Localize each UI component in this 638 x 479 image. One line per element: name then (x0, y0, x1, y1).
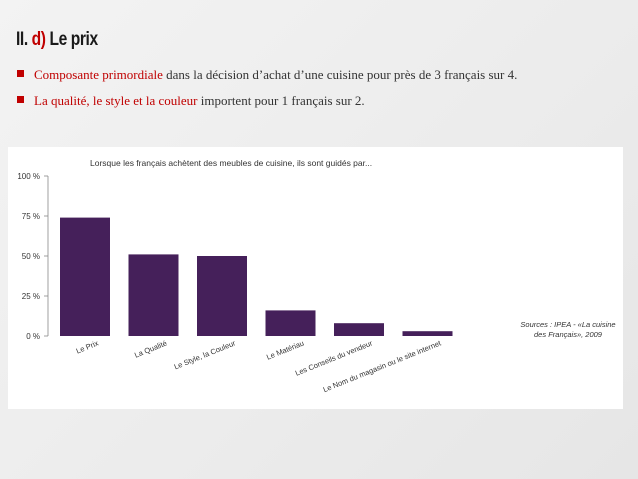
bullet-text: importent pour 1 français sur 2. (197, 93, 365, 108)
bullet-item: Composante primordiale dans la décision … (16, 66, 616, 83)
y-tick-label: 25 % (22, 292, 40, 301)
bullet-highlight: La qualité, le style et la couleur (34, 93, 198, 108)
bullet-square-icon (17, 96, 24, 103)
x-tick-label: Le Style, la Couleur (173, 338, 238, 371)
y-tick-label: 50 % (22, 252, 40, 261)
bullet-highlight: Composante primordiale (34, 67, 163, 82)
title-suffix: Le prix (45, 29, 98, 50)
chart-title: Lorsque les français achètent des meuble… (90, 158, 372, 168)
y-tick-label: 75 % (22, 212, 40, 221)
title-prefix: II. (16, 29, 32, 50)
bar-chart: Lorsque les français achètent des meuble… (17, 158, 615, 394)
bullet-list: Composante primordiale dans la décision … (16, 66, 616, 118)
x-tick-label: La Qualité (133, 339, 168, 360)
chart-card: Lorsque les français achètent des meuble… (8, 147, 623, 409)
bar-2 (128, 254, 179, 336)
bullet-item: La qualité, le style et la couleur impor… (16, 92, 616, 109)
bar-1 (60, 217, 110, 336)
y-tick-label: 100 % (17, 172, 40, 181)
y-tick-label: 0 % (26, 332, 40, 341)
x-tick-label: Le Prix (75, 338, 100, 355)
bullet-text: dans la décision d’achat d’une cuisine p… (162, 67, 518, 82)
y-axis: 100 % 75 % 50 % 25 % 0 % (17, 172, 48, 341)
x-tick-label: Le Matériau (265, 339, 305, 362)
source-line-2: des Français», 2009 (534, 330, 603, 339)
source-line-1: Sources : IPEA - «La cuisine (520, 320, 615, 329)
x-tick-label: Le Nom du magasin ou le site internet (322, 338, 443, 394)
title-accent: d) (31, 29, 46, 50)
bar-4 (265, 310, 316, 336)
bullet-square-icon (17, 70, 24, 77)
bar-5 (334, 323, 384, 336)
x-axis-labels: Le Prix La Qualité Le Style, la Couleur Le … (75, 338, 443, 394)
slide-title: II. d) Le prix (16, 29, 98, 51)
bar-3 (197, 256, 247, 336)
bar-6 (402, 331, 453, 336)
bars (60, 217, 453, 336)
